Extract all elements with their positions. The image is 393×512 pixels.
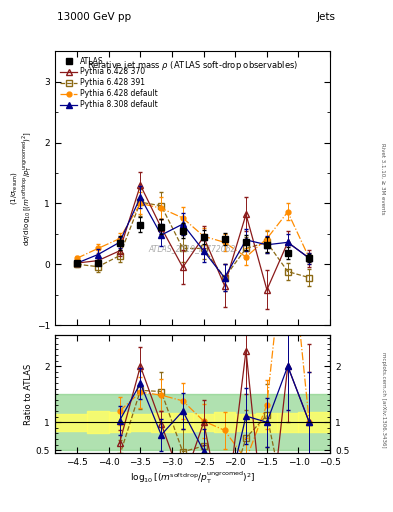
X-axis label: $\log_{10}[(m^{\rm soft\,drop}/p_{\rm T}^{\rm ungroomed})^2]$: $\log_{10}[(m^{\rm soft\,drop}/p_{\rm T}… (130, 470, 255, 486)
Y-axis label: Ratio to ATLAS: Ratio to ATLAS (24, 364, 33, 425)
Legend: ATLAS, Pythia 6.428 370, Pythia 6.428 391, Pythia 6.428 default, Pythia 8.308 de: ATLAS, Pythia 6.428 370, Pythia 6.428 39… (59, 55, 160, 111)
Text: mcplots.cern.ch [arXiv:1306.3436]: mcplots.cern.ch [arXiv:1306.3436] (381, 352, 386, 447)
Text: 13000 GeV pp: 13000 GeV pp (57, 12, 131, 22)
Y-axis label: $(1/\sigma_{\rm resum})$
${\rm d}\sigma/{\rm d}\,\log_{10}[(m^{\rm soft\,drop}/p: $(1/\sigma_{\rm resum})$ ${\rm d}\sigma/… (9, 131, 34, 246)
Text: Relative jet mass $\rho$ (ATLAS soft-drop observables): Relative jet mass $\rho$ (ATLAS soft-dro… (87, 59, 298, 72)
Text: Rivet 3.1.10, ≥ 3M events: Rivet 3.1.10, ≥ 3M events (381, 143, 386, 215)
Text: ATLAS_2019_I1772062: ATLAS_2019_I1772062 (149, 244, 236, 253)
Text: Jets: Jets (317, 12, 336, 22)
